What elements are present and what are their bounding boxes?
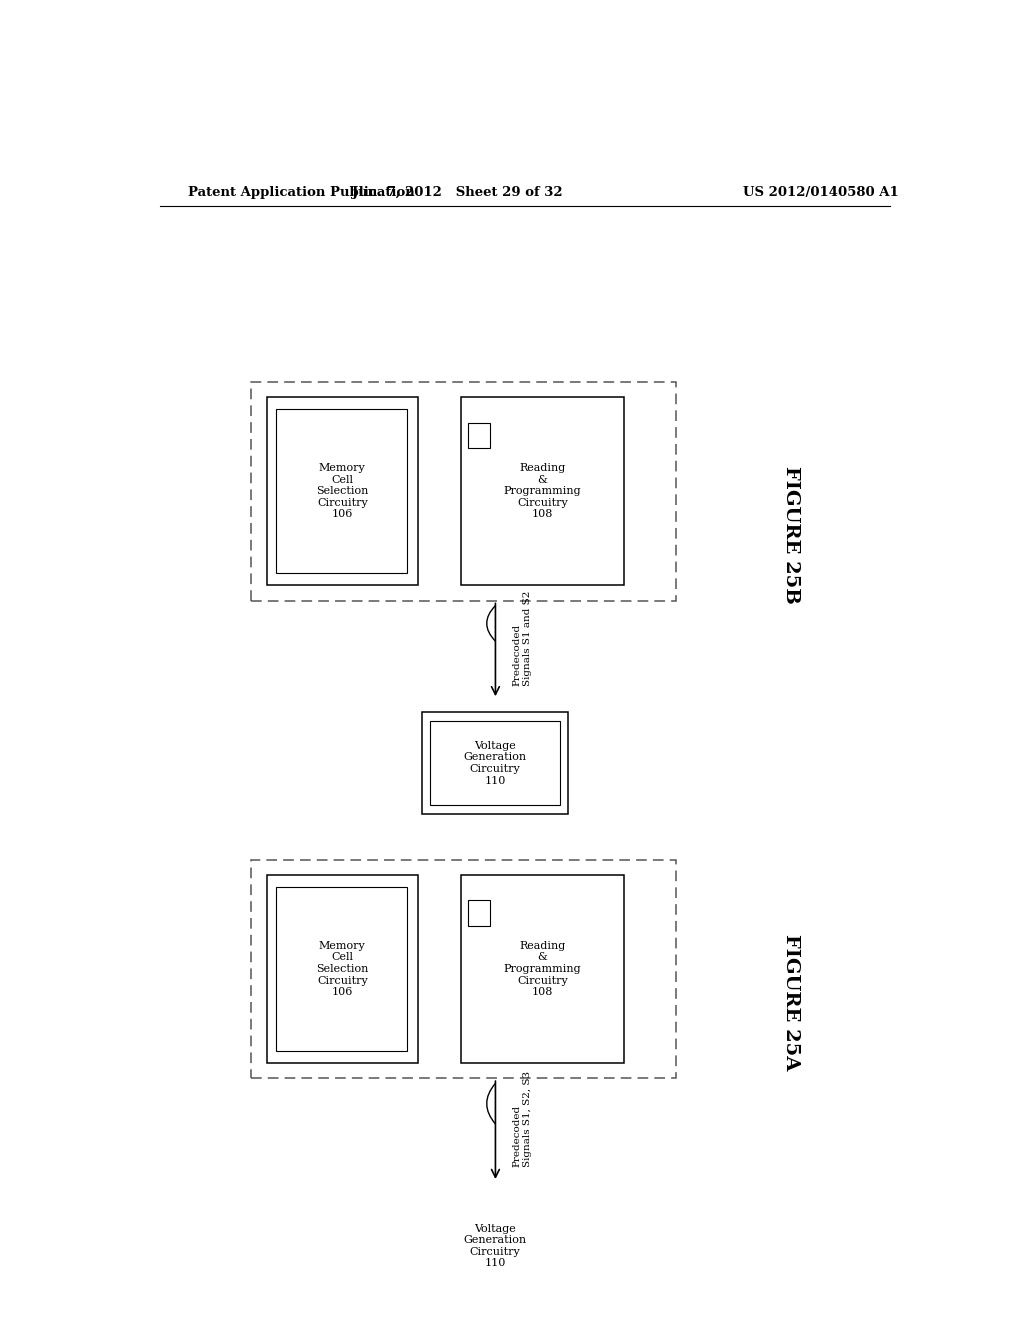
Bar [468, 900, 489, 925]
Bar [461, 875, 624, 1063]
Bar [267, 875, 418, 1063]
Text: Reading
&
Programming
Circuitry
108: Reading & Programming Circuitry 108 [504, 941, 582, 997]
Text: Memory
Cell
Selection
Circuitry
106: Memory Cell Selection Circuitry 106 [316, 463, 369, 520]
Text: Memory
Cell
Selection
Circuitry
106: Memory Cell Selection Circuitry 106 [316, 941, 369, 997]
Bar [276, 409, 408, 573]
Bar [430, 722, 560, 805]
Text: Voltage
Generation
Circuitry
110: Voltage Generation Circuitry 110 [464, 1224, 526, 1269]
Text: Reading
&
Programming
Circuitry
108: Reading & Programming Circuitry 108 [504, 463, 582, 520]
Bar [251, 859, 676, 1078]
Bar [461, 397, 624, 585]
Bar [430, 1204, 560, 1287]
Bar [276, 887, 408, 1051]
Bar [251, 381, 676, 601]
Text: Voltage
Generation
Circuitry
110: Voltage Generation Circuitry 110 [464, 741, 526, 785]
Text: FIGURE 25B: FIGURE 25B [781, 466, 800, 603]
Text: Predecoded
Signals S1, S2, S3: Predecoded Signals S1, S2, S3 [513, 1071, 532, 1167]
Bar [267, 397, 418, 585]
Bar [468, 422, 489, 447]
Bar [422, 1195, 568, 1296]
Text: Patent Application Publication: Patent Application Publication [187, 186, 415, 199]
Text: FIGURE 25A: FIGURE 25A [781, 933, 800, 1071]
Bar [422, 713, 568, 814]
Text: US 2012/0140580 A1: US 2012/0140580 A1 [743, 186, 899, 199]
Text: Predecoded
Signals S1 and S2: Predecoded Signals S1 and S2 [513, 591, 532, 686]
Text: Jun. 7, 2012   Sheet 29 of 32: Jun. 7, 2012 Sheet 29 of 32 [352, 186, 562, 199]
